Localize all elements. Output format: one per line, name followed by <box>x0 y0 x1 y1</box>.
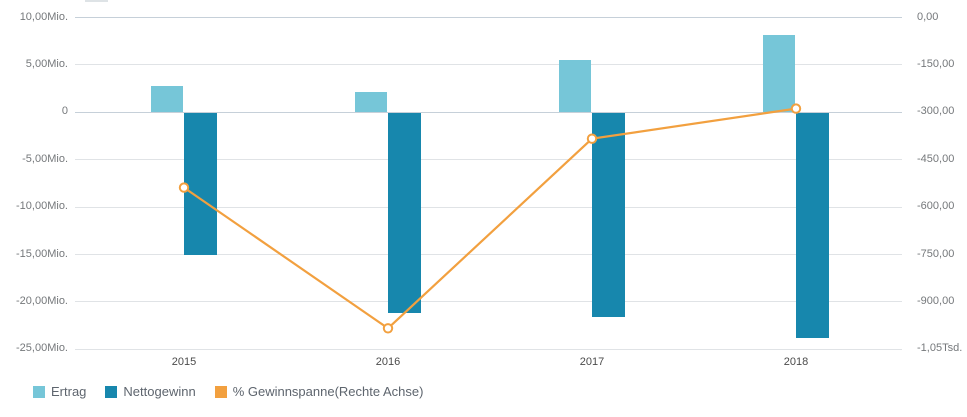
legend-swatch-ertrag <box>33 385 45 398</box>
legend-item-ertrag[interactable]: Ertrag <box>33 384 86 399</box>
bar-ertrag-2018[interactable] <box>763 35 795 112</box>
left-axis-tick-label: 10,00Mio. <box>19 10 68 23</box>
legend-label-ertrag: Ertrag <box>51 384 87 399</box>
legend-swatch-gewinnspanne <box>214 385 227 398</box>
gridline <box>75 64 902 66</box>
category-label-2016: 2016 <box>375 356 401 368</box>
gridline <box>75 348 902 350</box>
left-axis-tick-label: -10,00Mio. <box>16 200 68 213</box>
legend-label-nettogewinn: Nettogewinn <box>123 384 196 399</box>
right-axis-tick-label: -300,00 <box>917 105 955 118</box>
left-axis-tick-label: -15,00Mio. <box>16 247 68 260</box>
legend-label-gewinnspanne: % Gewinnspanne(Rechte Achse) <box>232 384 424 399</box>
left-axis-tick-label: 0 <box>61 105 68 118</box>
bar-ertrag-2016[interactable] <box>355 91 387 112</box>
right-axis-tick-label: -750,00 <box>917 247 955 260</box>
zero-gridline <box>75 17 902 18</box>
gewinnspanne-marker-2016[interactable] <box>382 323 394 334</box>
partial-gridline-artifact <box>85 0 108 2</box>
gewinnspanne-marker-2018[interactable] <box>790 103 802 114</box>
right-axis-tick-label: -150,00 <box>917 57 955 70</box>
legend-item-nettogewinn[interactable]: Nettogewinn <box>105 384 196 399</box>
gridline <box>75 301 902 303</box>
right-axis-tick-label: -900,00 <box>917 294 955 307</box>
category-label-2018: 2018 <box>783 356 809 368</box>
legend: Ertrag Nettogewinn % Gewinnspanne(Rechte… <box>33 384 423 399</box>
left-axis-tick-label: -25,00Mio. <box>16 342 68 355</box>
left-axis-tick-label: -20,00Mio. <box>16 294 68 307</box>
category-label-2017: 2017 <box>579 356 605 368</box>
legend-item-gewinnspanne[interactable]: % Gewinnspanne(Rechte Achse) <box>214 384 424 399</box>
category-label-2015: 2015 <box>171 356 197 368</box>
right-axis-tick-label: -450,00 <box>917 152 955 165</box>
left-axis-tick-label: 5,00Mio. <box>25 57 68 70</box>
bar-nettogewinn-2016[interactable] <box>388 112 421 313</box>
left-axis-tick-label: -5,00Mio. <box>22 152 68 165</box>
bar-nettogewinn-2018[interactable] <box>796 112 829 339</box>
bar-ertrag-2017[interactable] <box>559 59 591 112</box>
right-axis-tick-label: 0,00 <box>917 10 939 23</box>
gewinnspanne-marker-2017[interactable] <box>586 133 598 144</box>
gewinnspanne-line <box>183 107 797 330</box>
bar-nettogewinn-2015[interactable] <box>184 112 217 255</box>
gewinnspanne-marker-2015[interactable] <box>178 182 190 193</box>
right-axis-tick-label: -600,00 <box>917 200 955 213</box>
bar-nettogewinn-2017[interactable] <box>592 112 625 317</box>
right-axis-tick-label: -1,05Tsd. <box>917 342 963 355</box>
bar-ertrag-2015[interactable] <box>151 86 183 112</box>
legend-swatch-nettogewinn <box>105 385 118 398</box>
